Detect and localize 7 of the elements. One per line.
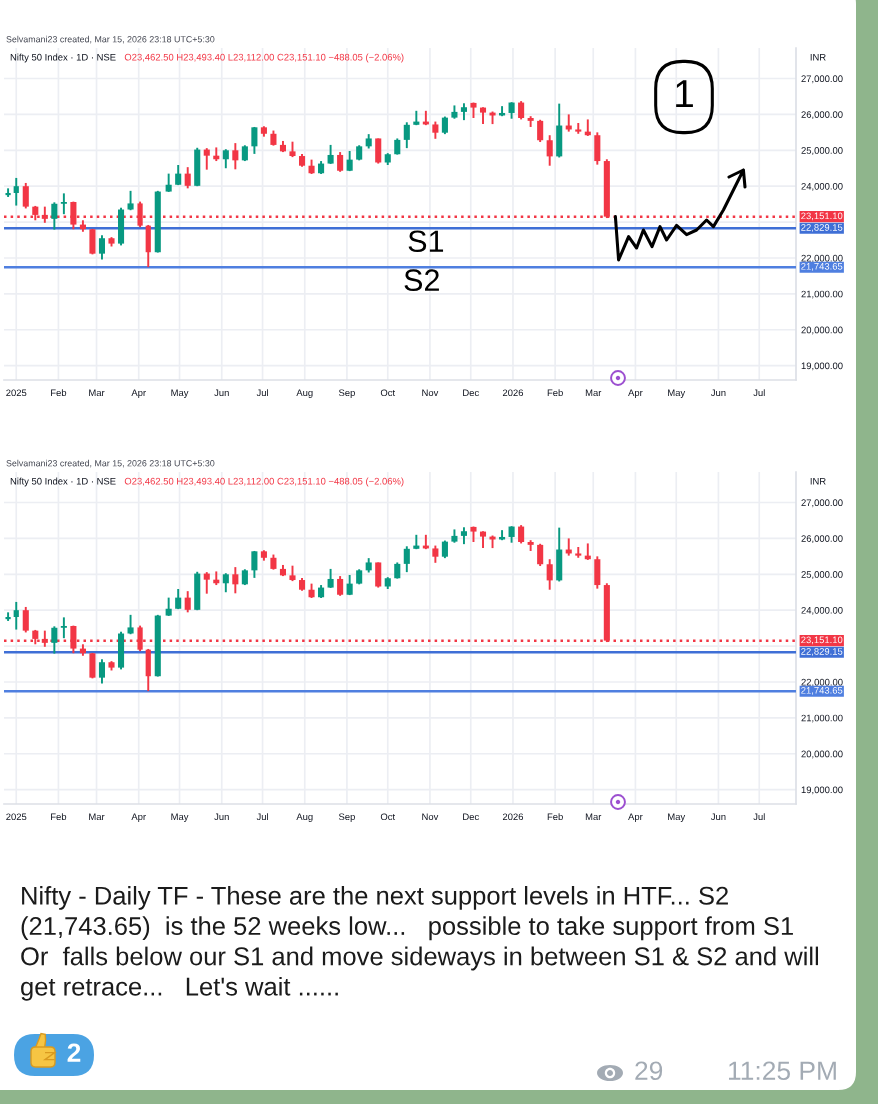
text: 11:25 PM	[729, 1061, 836, 1081]
annotation: 1	[676, 80, 693, 108]
annotation: S1	[408, 230, 444, 253]
annotation: S2	[404, 269, 439, 291]
text: 2	[67, 1043, 81, 1062]
text: Nifty - Daily TF - These are the next support levels in HTF... S2 (21,743.65) is the 52 weeks low... possible to take support from S1 Or falls below our S1 and move sideways in between S1 & S2 and will get retrace... Let's wait ......	[21, 886, 819, 1001]
text: 29	[635, 1061, 663, 1081]
